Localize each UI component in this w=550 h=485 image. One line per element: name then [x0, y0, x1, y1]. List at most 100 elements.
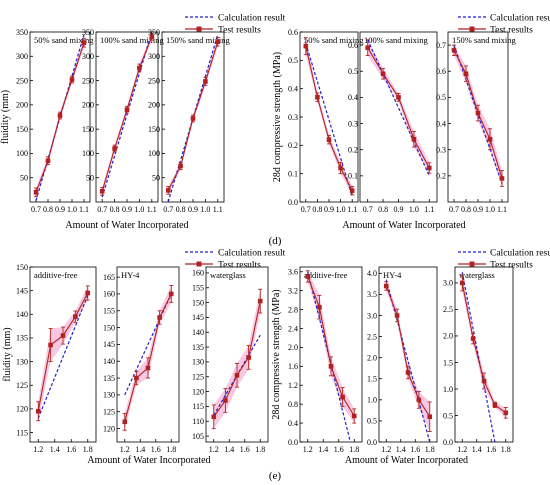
y-tick-label: 125: [192, 373, 204, 382]
x-tick-label: 0.7: [97, 205, 107, 214]
y-tick-label: 0.2: [436, 172, 446, 181]
test-point: [149, 34, 155, 40]
y-tick-label: 0.1: [288, 169, 298, 178]
test-point: [124, 107, 130, 113]
legend-calc-label: Calculation result: [218, 249, 286, 259]
x-tick-label: 0.8: [312, 205, 322, 214]
test-point: [315, 94, 320, 100]
x-axis-label: Amount of Water Incorporated: [87, 455, 210, 466]
x-tick-label: 0.9: [55, 205, 65, 214]
chart-group-fluidity-top: fluidity (mm) Amount of Water Incorporate…: [0, 28, 230, 231]
y-tick-label: 110: [192, 417, 204, 426]
x-tick-label: 0.9: [188, 205, 198, 214]
y-tick-label: 50: [86, 174, 94, 183]
x-tick-label: 0.8: [43, 205, 53, 214]
test-point: [33, 189, 39, 195]
y-tick-label: 200: [148, 101, 160, 110]
y-tick-label: 135: [103, 374, 115, 383]
test-point: [411, 136, 417, 142]
y-tick-label: 120: [103, 424, 115, 433]
x-tick-label: 1.4: [396, 445, 406, 454]
x-tick-label: 1.4: [318, 445, 328, 454]
y-tick-label: 350: [16, 28, 28, 37]
panel: 0.0 0.1 0.2 0.3 0.4 0.5 0.6 0.7 0.8 0.9 1.0 1.1 50% …: [288, 28, 364, 214]
plot-area: [383, 279, 433, 442]
y-axis-label: 28d compressive strength (MPa): [272, 52, 283, 182]
test-point: [463, 71, 469, 77]
x-tick-label: 1.0: [134, 205, 144, 214]
calc-line: [305, 43, 353, 197]
panel: 120 125 130 135 140 145 150 155 160 165 1.2 1.4 1.6 1…: [103, 266, 180, 454]
test-point: [317, 304, 322, 310]
y-tick-label: 200: [82, 101, 94, 110]
y-tick-label: 0.2: [348, 145, 358, 154]
x-tick-label: 1.6: [486, 445, 496, 454]
x-tick-label: 0.8: [461, 205, 471, 214]
x-axis-label: Amount of Water Incorporated: [345, 455, 468, 466]
y-tick-label: 150: [148, 125, 160, 134]
y-tick-label: 300: [82, 52, 94, 61]
y-tick-label: 145: [103, 340, 115, 349]
test-point: [257, 298, 263, 304]
y-tick-label: 250: [148, 76, 160, 85]
test-point: [35, 408, 41, 414]
y-tick-label: 0.5: [348, 67, 358, 76]
y-tick-label: 155: [192, 284, 204, 293]
x-tick-label: 1.1: [424, 205, 434, 214]
y-tick-label: 0.7: [436, 41, 446, 50]
y-tick-label: 350: [82, 28, 94, 37]
y-tick-label: 0.4: [348, 93, 358, 102]
y-tick-label: 2.0: [288, 343, 298, 352]
x-tick-label: 1.0: [200, 205, 210, 214]
panel-frame: [378, 266, 438, 443]
y-tick-label: 150: [82, 125, 94, 134]
panel-frame: [29, 266, 97, 443]
x-tick-label: 0.9: [122, 205, 132, 214]
plot-area: [305, 270, 357, 442]
panel-title: 50% sand mixing: [34, 35, 94, 45]
y-tick-label: 1.6: [288, 362, 298, 371]
y-tick-label: 0.0: [288, 198, 298, 207]
panel-title: HY-4: [383, 270, 402, 280]
plot-area: [122, 285, 174, 431]
plot-area: [303, 37, 355, 197]
figure-label-e: (e): [269, 470, 282, 482]
legend-bottom-right: Calculation result Test results: [458, 249, 550, 271]
panel-title: waterglass: [459, 270, 495, 280]
x-tick-label: 1.1: [347, 205, 357, 214]
y-tick-label: 115: [16, 428, 28, 437]
x-tick-label: 1.1: [79, 205, 89, 214]
x-tick-label: 1.6: [66, 445, 76, 454]
plot-area: [451, 44, 505, 187]
y-tick-label: 2.0: [443, 332, 453, 341]
test-point: [234, 372, 240, 378]
chart-group-strength-bottom: 28d compressive strength (MPa) Amount of …: [271, 266, 514, 466]
test-point: [211, 414, 217, 420]
x-tick-label: 1.0: [336, 205, 346, 214]
plot-area: [35, 285, 91, 422]
test-point: [112, 146, 117, 151]
test-point: [69, 77, 75, 82]
y-tick-label: 0.5: [443, 411, 453, 420]
chart-group-strength-top: 28d compressive strength (MPa) Amount of …: [272, 28, 516, 231]
x-tick-label: 0.7: [163, 205, 173, 214]
panel: 0.0 0.4 0.8 1.2 1.6 2.0 2.4 2.8 3.2 3.6 1.2 1.4 1.6 1…: [288, 266, 363, 454]
legend-calc-label: Calculation result: [490, 14, 550, 24]
panel-title: additive-free: [34, 270, 78, 280]
panel-title: additive-free: [304, 270, 348, 280]
x-tick-label: 1.0: [485, 205, 495, 214]
y-tick-label: 0.3: [348, 119, 358, 128]
x-tick-label: 1.0: [67, 205, 77, 214]
calc-line: [101, 32, 153, 198]
x-tick-label: 1.1: [147, 205, 157, 214]
calc-line: [37, 295, 89, 419]
test-point: [57, 113, 63, 118]
x-tick-label: 1.4: [472, 445, 482, 454]
figure-label-d: (d): [269, 235, 282, 247]
y-tick-label: 0.6: [288, 28, 298, 37]
y-tick-label: 135: [192, 343, 204, 352]
y-tick-label: 3.2: [288, 286, 298, 295]
y-tick-label: 120: [16, 405, 28, 414]
